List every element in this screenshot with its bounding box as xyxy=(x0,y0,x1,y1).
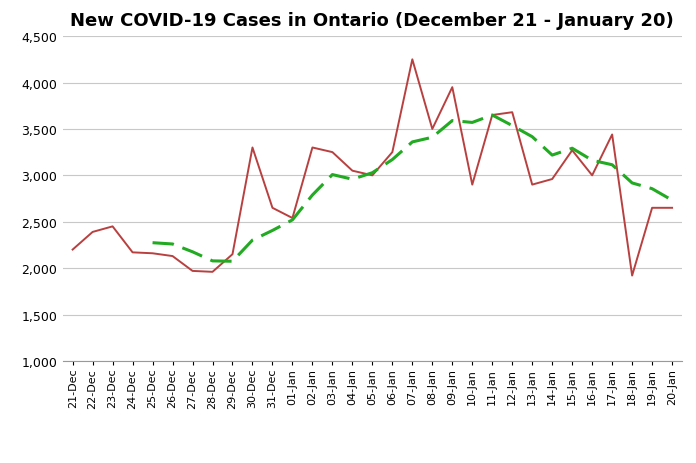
Title: New COVID-19 Cases in Ontario (December 21 - January 20): New COVID-19 Cases in Ontario (December … xyxy=(70,12,674,30)
